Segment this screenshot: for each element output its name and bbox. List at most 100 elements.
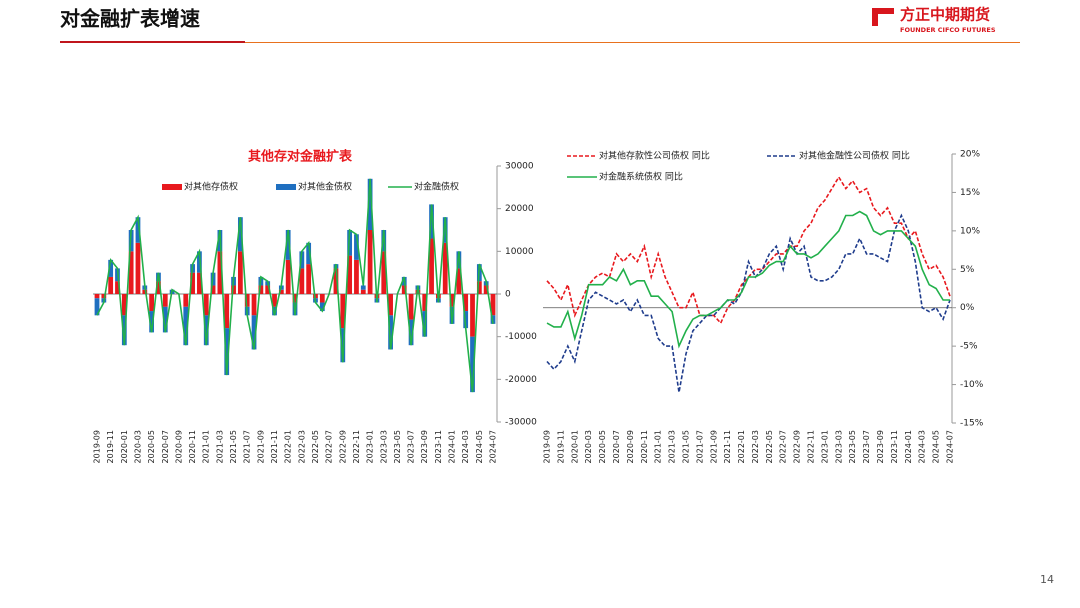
y-tick-label: -15% [960,419,984,429]
line-series [546,210,950,349]
bar [354,234,359,260]
bar [347,255,353,294]
bar [456,268,462,294]
y-tick-label: 20% [960,150,980,160]
x-tick-label: 2020-05 [147,430,156,463]
x-tick-label: 2020-09 [174,430,183,463]
line-series [96,178,494,393]
bar [319,302,325,312]
bar [422,294,428,312]
x-tick-label: 2021-05 [681,430,690,463]
bar [265,285,271,294]
bar [278,289,284,294]
bar [388,294,393,316]
x-tick-label: 2020-11 [640,430,649,463]
x-tick-label: 2022-03 [751,430,760,463]
bar [381,251,387,294]
x-tick-label: 2021-03 [215,430,224,463]
x-tick-label: 2020-01 [570,430,579,463]
bar [203,294,209,316]
x-tick-label: 2021-09 [709,430,718,463]
y-tick-label: 10000 [505,247,534,257]
x-tick-label: 2022-03 [297,430,306,463]
bar [272,294,277,307]
bar [354,259,359,294]
bar [367,230,373,294]
x-tick-label: 2023-05 [393,430,402,463]
y-tick-label: 20000 [505,204,534,214]
bar [231,285,236,294]
x-tick-label: 2020-03 [133,430,142,463]
y-tick-label: -20000 [505,375,537,385]
x-tick-label: 2024-05 [475,430,484,463]
x-tick-label: 2022-09 [793,430,802,463]
x-tick-label: 2020-07 [161,430,170,463]
y-tick-label: 30000 [505,162,534,172]
bar [299,251,305,269]
bar [190,272,195,294]
bar [429,238,434,294]
bar [115,281,120,294]
bar [162,306,168,333]
x-tick-label: 2019-11 [556,430,565,463]
bar [149,294,155,312]
bar [470,294,475,337]
bar [183,306,189,346]
x-tick-label: 2020-03 [584,430,593,463]
x-tick-label: 2020-01 [120,430,129,463]
bar [135,217,141,243]
chart-title: 其他存对金融扩表 [248,149,353,165]
x-tick-label: 2022-09 [338,430,347,463]
bar [483,285,489,294]
bar [224,328,230,376]
bar [156,281,161,294]
legend-label: 对其他金融性公司债权 同比 [799,150,910,162]
bar [251,294,257,316]
x-tick-label: 2021-03 [668,430,677,463]
x-tick-label: 2023-03 [834,430,843,463]
x-tick-label: 2022-01 [737,430,746,463]
x-tick-label: 2019-09 [93,430,102,463]
bar [449,294,455,307]
x-tick-label: 2021-07 [695,430,704,463]
bar [470,336,475,393]
bar [319,294,325,303]
bar [237,251,243,294]
bar [121,294,127,316]
bar [408,294,414,320]
bar [101,294,107,299]
bar [162,294,168,307]
x-tick-label: 2023-11 [434,430,443,463]
x-tick-label: 2022-01 [284,430,293,463]
bar [108,276,114,294]
legend-label: 对金融债权 [414,181,459,193]
bar [408,319,414,346]
x-tick-label: 2023-07 [407,430,416,463]
bar [306,242,312,265]
bar [237,217,243,252]
legend-swatch [162,184,182,190]
slide-title: 对金融扩表增速 [60,7,200,31]
page-number: 14 [1040,573,1054,586]
x-tick-label: 2024-07 [489,430,498,463]
bar [388,315,393,350]
x-tick-label: 2021-07 [243,430,252,463]
bar [360,289,366,294]
x-tick-label: 2020-11 [188,430,197,463]
line-series [546,213,951,393]
bar [476,281,482,294]
bar [463,294,469,312]
bar [142,289,148,294]
legend-label: 对其他存债权 [184,181,238,193]
bar [224,294,230,329]
bar [340,328,346,363]
logo-subtext: FOUNDER CIFCO FUTURES [900,26,996,34]
bar [299,268,305,294]
bar [272,306,277,316]
x-tick-label: 2022-11 [807,430,816,463]
y-tick-label: -5% [960,342,978,352]
header-rule [245,42,1020,43]
y-tick-label: 15% [960,188,980,198]
x-tick-label: 2022-05 [311,430,320,463]
